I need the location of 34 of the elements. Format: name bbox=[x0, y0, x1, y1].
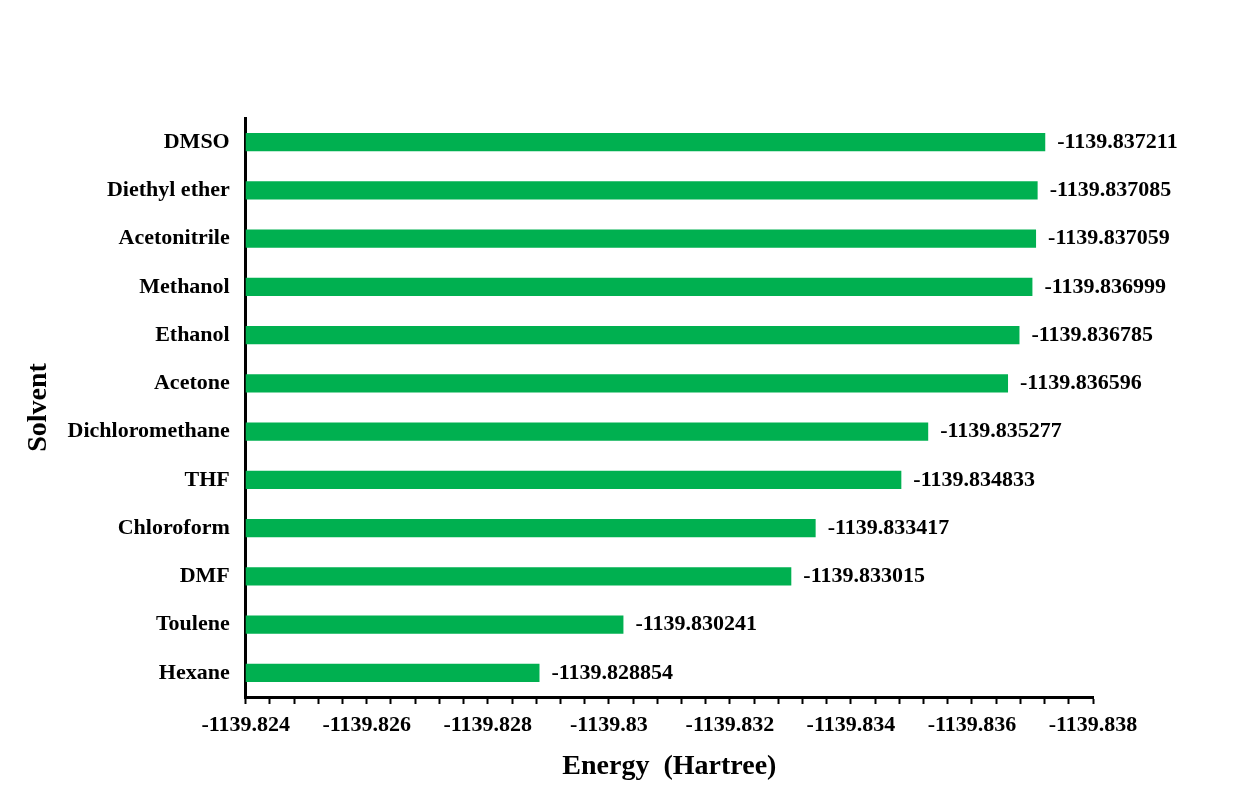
x-tick-label: -1139.834 bbox=[806, 710, 896, 736]
x-tick-label: -1139.836 bbox=[927, 710, 1017, 736]
x-tick-label: -1139.824 bbox=[201, 710, 291, 736]
x-tick-label: -1139.828 bbox=[443, 710, 533, 736]
data-label: -1139.837211 bbox=[1057, 127, 1178, 153]
data-label: -1139.830241 bbox=[635, 610, 758, 636]
y-tick-label: THF bbox=[184, 465, 230, 491]
data-label: -1139.836785 bbox=[1031, 320, 1154, 346]
x-tick-label: -1139.826 bbox=[322, 710, 412, 736]
x-tick-label: -1139.832 bbox=[685, 710, 775, 736]
data-label: -1139.837085 bbox=[1049, 176, 1172, 202]
y-tick-label: Chloroform bbox=[117, 513, 230, 539]
data-label: -1139.836999 bbox=[1044, 272, 1167, 298]
y-tick-label: Hexane bbox=[158, 658, 230, 684]
data-label: -1139.833015 bbox=[803, 562, 925, 588]
data-label: -1139.833417 bbox=[827, 513, 950, 539]
y-tick-label: Toulene bbox=[155, 610, 230, 636]
y-tick-label: Acetonitrile bbox=[118, 224, 230, 250]
x-tick-label: -1139.83 bbox=[570, 710, 648, 736]
data-label: -1139.834833 bbox=[913, 465, 1035, 491]
x-tick-label: -1139.838 bbox=[1048, 710, 1138, 736]
y-tick-label: DMF bbox=[179, 562, 230, 588]
data-label: -1139.836596 bbox=[1020, 369, 1142, 395]
y-tick-label: Ethanol bbox=[155, 320, 230, 346]
y-tick-label: Dichloromethane bbox=[67, 417, 230, 443]
y-tick-label: DMSO bbox=[163, 127, 230, 153]
data-label: -1139.837059 bbox=[1048, 224, 1170, 250]
data-label: -1139.835277 bbox=[940, 417, 1062, 443]
data-label: -1139.828854 bbox=[551, 658, 674, 684]
y-tick-label: Diethyl ether bbox=[106, 176, 230, 202]
x-axis-title: Energy (Hartree) bbox=[562, 749, 777, 781]
y-tick-label: Methanol bbox=[139, 272, 230, 298]
y-tick-label: Acetone bbox=[153, 369, 230, 395]
y-axis-title: Solvent bbox=[21, 362, 53, 452]
